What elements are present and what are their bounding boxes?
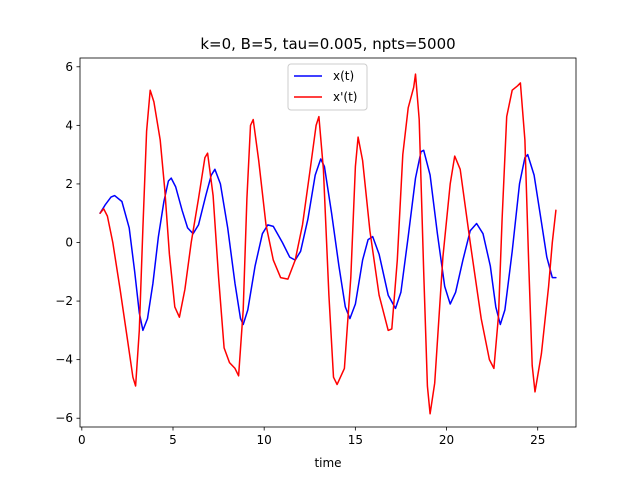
x-tick-label: 5 bbox=[169, 433, 177, 447]
legend-label-2: x'(t) bbox=[333, 90, 357, 104]
series-line-1 bbox=[99, 149, 557, 332]
y-tick-label: 6 bbox=[65, 60, 73, 74]
x-axis-label: time bbox=[314, 456, 341, 470]
y-tick-label: −2 bbox=[55, 294, 73, 308]
y-axis-ticks: −6 −4 −2 0 2 4 6 bbox=[55, 60, 80, 425]
y-tick-label: 4 bbox=[65, 118, 73, 132]
x-tick-label: 10 bbox=[257, 433, 272, 447]
x-tick-label: 15 bbox=[348, 433, 363, 447]
y-tick-label: −6 bbox=[55, 411, 73, 425]
legend-label-1: x(t) bbox=[333, 69, 354, 83]
x-tick-label: 25 bbox=[530, 433, 545, 447]
legend: x(t) x'(t) bbox=[287, 63, 368, 111]
y-tick-label: 0 bbox=[65, 236, 73, 250]
series-line-2 bbox=[99, 73, 557, 415]
x-axis-ticks: 0 5 10 15 20 25 bbox=[78, 427, 545, 447]
x-tick-label: 20 bbox=[439, 433, 454, 447]
y-tick-label: −4 bbox=[55, 353, 73, 367]
chart-title: k=0, B=5, tau=0.005, npts=5000 bbox=[200, 35, 455, 53]
y-tick-label: 2 bbox=[65, 177, 73, 191]
x-tick-label: 0 bbox=[78, 433, 86, 447]
